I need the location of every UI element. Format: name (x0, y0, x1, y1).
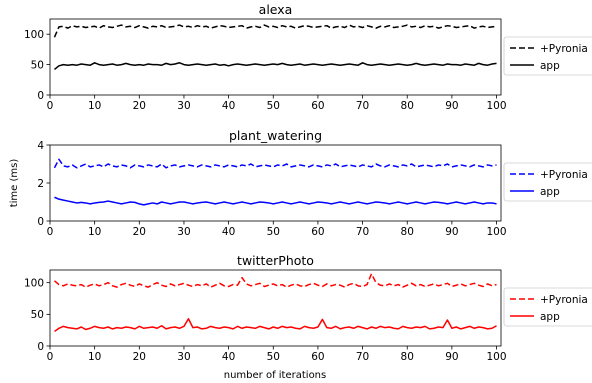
x-tick-label: 60 (311, 351, 324, 363)
y-tick-label: 0 (37, 341, 44, 353)
x-tick-label: 10 (88, 100, 101, 112)
subplot: plant_watering 0 10 20 30 40 50 60 70 80 90 100 0 2 4 +… (37, 128, 592, 238)
y-tick-label: 0 (37, 216, 44, 228)
x-tick-label: 30 (177, 351, 190, 363)
x-tick-label: 50 (267, 226, 280, 238)
y-axis-label: time (ms) (9, 159, 20, 208)
legend-label: +Pyronia (540, 294, 588, 306)
legend: +Pyronia app (503, 36, 592, 76)
y-tick-label: 50 (31, 309, 44, 321)
x-tick-label: 70 (356, 351, 369, 363)
x-tick-label: 20 (133, 351, 146, 363)
x-tick-label: 0 (47, 351, 54, 363)
x-tick-label: 60 (311, 100, 324, 112)
subplot-title: twitterPhoto (237, 253, 314, 268)
x-tick-label: 100 (487, 351, 507, 363)
x-tick-label: 100 (487, 100, 507, 112)
legend-label: +Pyronia (540, 43, 588, 55)
x-tick-label: 100 (487, 226, 507, 238)
x-tick-label: 80 (401, 226, 414, 238)
y-tick-label: 100 (24, 29, 44, 41)
x-tick-label: 40 (222, 100, 235, 112)
legend-label: app (540, 60, 560, 72)
x-tick-label: 50 (267, 351, 280, 363)
x-tick-label: 30 (177, 226, 190, 238)
legend: +Pyronia app (503, 287, 592, 327)
x-tick-label: 0 (47, 226, 54, 238)
x-tick-label: 90 (445, 226, 458, 238)
legend-label: app (540, 186, 560, 198)
x-tick-label: 60 (311, 226, 324, 238)
x-tick-label: 40 (222, 226, 235, 238)
x-tick-label: 10 (88, 226, 101, 238)
x-tick-label: 40 (222, 351, 235, 363)
y-tick-label: 100 (24, 277, 44, 289)
x-tick-label: 10 (88, 351, 101, 363)
x-tick-label: 80 (401, 100, 414, 112)
legend-label: +Pyronia (540, 169, 588, 181)
x-tick-label: 20 (133, 100, 146, 112)
y-tick-label: 2 (37, 178, 44, 190)
series-line-pyronia (53, 273, 497, 288)
x-tick-label: 0 (47, 100, 54, 112)
axes-frame (49, 269, 502, 347)
subplot: twitterPhoto 0 10 20 30 40 50 60 70 80 90 100 0 50 100… (24, 253, 592, 363)
x-tick-label: 20 (133, 226, 146, 238)
x-tick-label: 70 (356, 226, 369, 238)
y-tick-label: 4 (37, 140, 44, 152)
y-tick-label: 0 (37, 90, 44, 102)
subplot: alexa 0 10 20 30 40 50 60 70 80 90 100 0 50 100 +Pyroni… (24, 2, 592, 112)
legend: +Pyronia app (503, 162, 592, 202)
series-line-pyronia (53, 158, 497, 169)
axes-frame (49, 18, 502, 96)
axes-frame (49, 144, 502, 222)
x-axis-label: number of iterations (224, 370, 326, 381)
subplot-title: alexa (259, 2, 293, 17)
x-tick-label: 90 (445, 351, 458, 363)
series-line-app (53, 62, 497, 71)
series-line-pyronia (53, 24, 497, 38)
x-tick-label: 30 (177, 100, 190, 112)
x-tick-label: 70 (356, 100, 369, 112)
legend-label: app (540, 311, 560, 323)
x-tick-label: 90 (445, 100, 458, 112)
x-tick-label: 50 (267, 100, 280, 112)
x-tick-label: 80 (401, 351, 414, 363)
y-tick-label: 50 (31, 59, 44, 71)
series-line-app (54, 196, 497, 206)
subplot-title: plant_watering (229, 128, 322, 143)
series-line-app (54, 318, 497, 333)
